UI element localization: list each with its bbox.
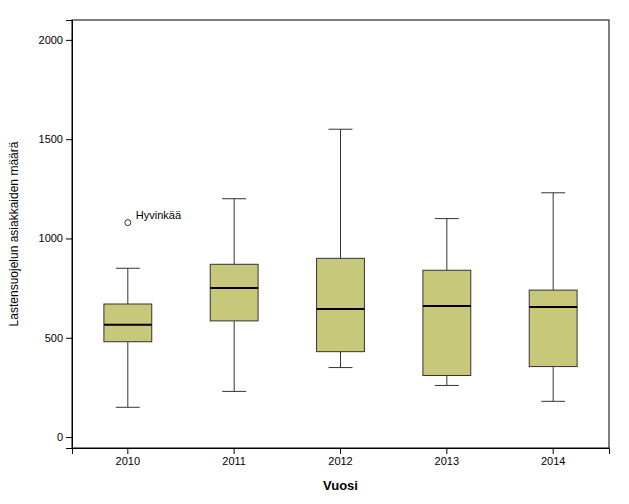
box	[317, 258, 365, 351]
y-axis: 0 500 1000 1500 2000	[39, 21, 73, 449]
median	[423, 305, 471, 307]
x-tick-label: 2011	[222, 455, 246, 467]
whisker-low	[446, 376, 447, 386]
cap-high	[329, 129, 353, 130]
y-tick: 2000	[39, 34, 72, 46]
y-axis-title: Lastensuojelun asiakkaiden määrä	[7, 141, 21, 326]
whisker-low	[234, 321, 235, 392]
median	[104, 324, 152, 326]
x-axis-title: Vuosi	[323, 478, 358, 493]
x-tick-mark	[446, 448, 447, 454]
box-plot	[104, 220, 152, 408]
cap-low	[541, 401, 565, 402]
y-tick-mark	[66, 40, 72, 41]
x-tick: 2013	[435, 448, 459, 467]
x-tick-label: 2013	[435, 455, 459, 467]
cap-high	[435, 218, 459, 219]
y-axis-line	[66, 21, 73, 449]
annotation: Hyvinkää	[136, 209, 182, 221]
box-plot	[317, 129, 365, 367]
y-tick-mark	[66, 338, 72, 339]
cap-low	[222, 391, 246, 392]
y-tick: 1500	[39, 133, 72, 145]
y-tick-label: 1000	[39, 232, 63, 244]
whisker-high	[446, 219, 447, 271]
chart: 0 500 1000 1500 2000 2010 2011 2012 2013 2014 Hyvi…	[0, 0, 629, 504]
box-plot	[529, 193, 577, 402]
whisker-high	[234, 199, 235, 265]
whisker-low	[553, 367, 554, 402]
y-tick-mark	[66, 139, 72, 140]
median	[210, 287, 258, 289]
x-tick-mark	[234, 448, 235, 454]
x-tick: 2014	[541, 448, 565, 467]
box-plot	[423, 219, 471, 386]
cap-low	[435, 385, 459, 386]
x-tick-mark	[127, 448, 128, 454]
y-tick: 1000	[39, 232, 72, 244]
cap-low	[329, 367, 353, 368]
y-tick-label: 1500	[39, 133, 63, 145]
box	[529, 290, 577, 366]
cap-high	[116, 268, 140, 269]
cap-low	[116, 407, 140, 408]
boxes	[104, 129, 577, 407]
y-tick-mark	[66, 238, 72, 239]
y-tick: 0	[57, 431, 72, 443]
y-tick: 500	[45, 332, 72, 344]
x-axis: 2010 2011 2012 2013 2014	[73, 448, 610, 467]
x-axis-line	[73, 449, 610, 455]
median	[529, 306, 577, 308]
y-tick-label: 500	[45, 332, 63, 344]
x-tick-label: 2014	[541, 455, 565, 467]
y-tick-label: 2000	[39, 34, 63, 46]
y-tick-mark	[66, 437, 72, 438]
x-tick-label: 2010	[116, 455, 140, 467]
box-plot	[210, 199, 258, 392]
median	[317, 308, 365, 310]
x-tick: 2011	[222, 448, 246, 467]
flier	[125, 220, 131, 226]
plot-frame	[72, 20, 609, 448]
plot: 0 500 1000 1500 2000 2010 2011 2012 2013 2014 Hyvi…	[39, 20, 610, 467]
y-tick-label: 0	[57, 431, 63, 443]
box	[210, 264, 258, 321]
whisker-high	[340, 129, 341, 258]
x-tick: 2012	[328, 448, 352, 467]
box	[423, 270, 471, 375]
cap-high	[541, 192, 565, 193]
x-tick-mark	[553, 448, 554, 454]
whisker-high	[553, 193, 554, 290]
whisker-low	[127, 342, 128, 408]
x-tick: 2010	[116, 448, 140, 467]
cap-high	[222, 198, 246, 199]
whisker-high	[127, 268, 128, 304]
x-tick-label: 2012	[328, 455, 352, 467]
box	[104, 304, 152, 342]
whisker-low	[340, 352, 341, 368]
x-tick-mark	[340, 448, 341, 454]
